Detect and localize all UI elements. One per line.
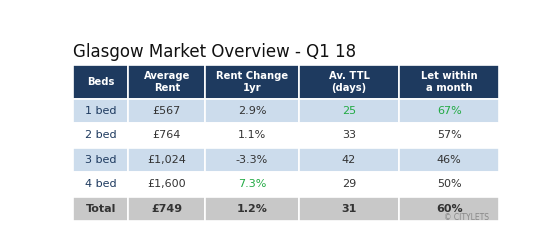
Text: -3.3%: -3.3% [236, 155, 268, 165]
Bar [205, 65, 299, 99]
Bar [399, 65, 499, 99]
Bar [299, 65, 399, 99]
Text: 7.3%: 7.3% [238, 179, 266, 189]
Bar [299, 123, 399, 148]
Bar [399, 148, 499, 172]
Bar [73, 99, 129, 123]
Bar [129, 99, 205, 123]
Text: 31: 31 [342, 204, 357, 214]
Text: Av. TTL
(days): Av. TTL (days) [328, 71, 370, 92]
Text: 1.2%: 1.2% [236, 204, 267, 214]
Text: £764: £764 [152, 130, 181, 140]
Bar [399, 99, 499, 123]
Text: £1,024: £1,024 [147, 155, 186, 165]
Text: £567: £567 [153, 106, 181, 116]
Text: Average
Rent: Average Rent [144, 71, 190, 92]
Text: 60%: 60% [436, 204, 463, 214]
Text: Rent Change
1yr: Rent Change 1yr [216, 71, 288, 92]
Text: 4 bed: 4 bed [85, 179, 117, 189]
Bar [299, 148, 399, 172]
Bar [299, 196, 399, 221]
Text: © CITYLETS: © CITYLETS [444, 212, 488, 222]
Bar [299, 99, 399, 123]
Bar [205, 123, 299, 148]
Text: Beds: Beds [87, 77, 114, 87]
Bar [299, 172, 399, 197]
Text: 57%: 57% [437, 130, 461, 140]
Bar [129, 123, 205, 148]
Text: Glasgow Market Overview - Q1 18: Glasgow Market Overview - Q1 18 [73, 44, 356, 62]
Bar [205, 196, 299, 221]
Bar [205, 99, 299, 123]
Text: 3 bed: 3 bed [85, 155, 117, 165]
Text: £749: £749 [151, 204, 183, 214]
Text: 29: 29 [342, 179, 356, 189]
Text: £1,600: £1,600 [147, 179, 186, 189]
Text: 25: 25 [342, 106, 356, 116]
Text: 33: 33 [342, 130, 356, 140]
Bar [73, 148, 129, 172]
Text: Total: Total [86, 204, 116, 214]
Text: 46%: 46% [437, 155, 461, 165]
Bar [205, 148, 299, 172]
Bar [399, 123, 499, 148]
Text: 1.1%: 1.1% [238, 130, 266, 140]
Bar [73, 196, 129, 221]
Bar [73, 172, 129, 197]
Bar [399, 196, 499, 221]
Bar [399, 172, 499, 197]
Bar [205, 172, 299, 197]
Text: 1 bed: 1 bed [85, 106, 117, 116]
Bar [73, 123, 129, 148]
Text: 50%: 50% [437, 179, 461, 189]
Text: 2.9%: 2.9% [238, 106, 266, 116]
Bar [129, 172, 205, 197]
Text: Let within
a month: Let within a month [421, 71, 477, 92]
Bar [129, 196, 205, 221]
Bar [129, 65, 205, 99]
Bar [73, 65, 129, 99]
Text: 2 bed: 2 bed [85, 130, 117, 140]
Text: 42: 42 [342, 155, 356, 165]
Bar [129, 148, 205, 172]
Text: 67%: 67% [437, 106, 461, 116]
